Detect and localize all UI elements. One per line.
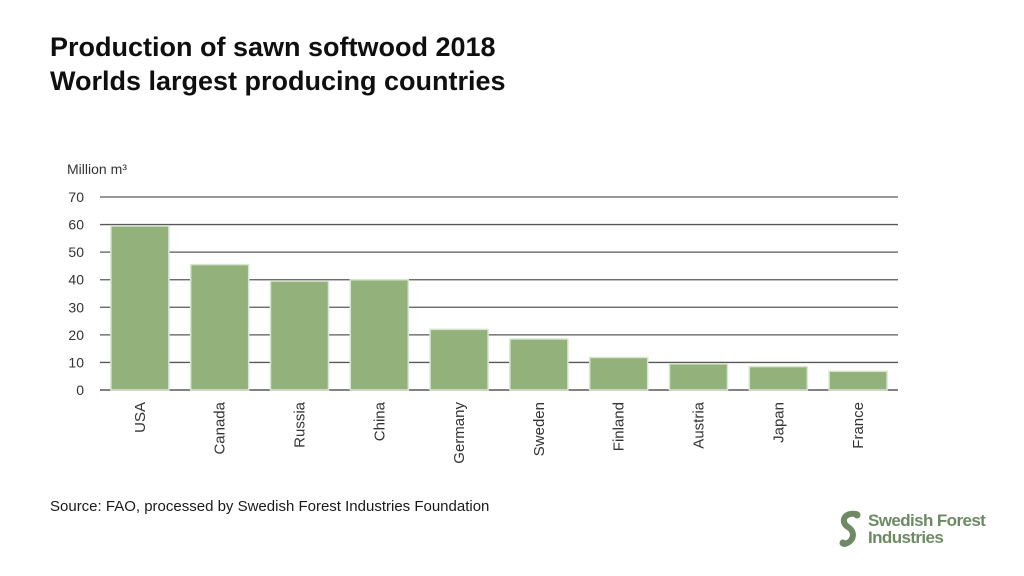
x-tick-label: Canada [212, 401, 229, 454]
bar-austria [668, 363, 729, 391]
bar-japan [748, 365, 809, 391]
y-tick-label: 40 [68, 272, 84, 288]
company-logo: Swedish Forest Industries [836, 510, 996, 550]
bar-canada [189, 263, 250, 391]
x-tick-label: Japan [770, 402, 787, 443]
y-tick-label: 50 [68, 244, 84, 260]
bar-sweden [509, 338, 569, 391]
y-tick-label: 20 [68, 327, 84, 343]
bar-usa [110, 225, 170, 391]
x-tick-label: USA [132, 402, 149, 433]
page-title: Production of sawn softwood 2018 Worlds … [50, 30, 506, 98]
leaf-s-icon [839, 510, 861, 547]
y-tick-label: 10 [68, 354, 84, 370]
bar-france [828, 370, 888, 391]
x-tick-label: Austria [691, 401, 708, 448]
bar-china [349, 278, 410, 391]
x-tick-label: China [371, 401, 388, 441]
title-line-2: Worlds largest producing countries [50, 66, 506, 96]
title-line-1: Production of sawn softwood 2018 [50, 32, 496, 62]
x-axis-ticks: USA Canada Russia China Germany Sweden Finland… [132, 401, 867, 463]
x-tick-label: Finland [611, 402, 628, 451]
x-tick-label: France [850, 402, 867, 449]
y-tick-label: 30 [68, 299, 84, 315]
y-tick-label: 0 [76, 382, 84, 398]
y-tick-label: 70 [68, 189, 84, 205]
x-tick-label: Sweden [531, 402, 548, 456]
bar-russia [269, 280, 330, 391]
x-tick-label: Russia [292, 401, 309, 448]
x-tick-label: Germany [451, 402, 468, 464]
logo-text-line-1: Swedish Forest [868, 511, 986, 530]
bars [110, 225, 888, 391]
bar-chart: Million m³ 0 10 20 30 40 50 60 70 USA Canada Russ… [67, 161, 898, 464]
logo-text-line-2: Industries [868, 528, 944, 547]
bar-germany [429, 328, 489, 391]
y-axis-label: Million m³ [67, 161, 127, 177]
y-tick-label: 60 [68, 217, 84, 233]
y-axis-ticks: 0 10 20 30 40 50 60 70 [68, 189, 84, 398]
bar-finland [588, 356, 649, 391]
source-note: Source: FAO, processed by Swedish Forest… [50, 498, 490, 515]
